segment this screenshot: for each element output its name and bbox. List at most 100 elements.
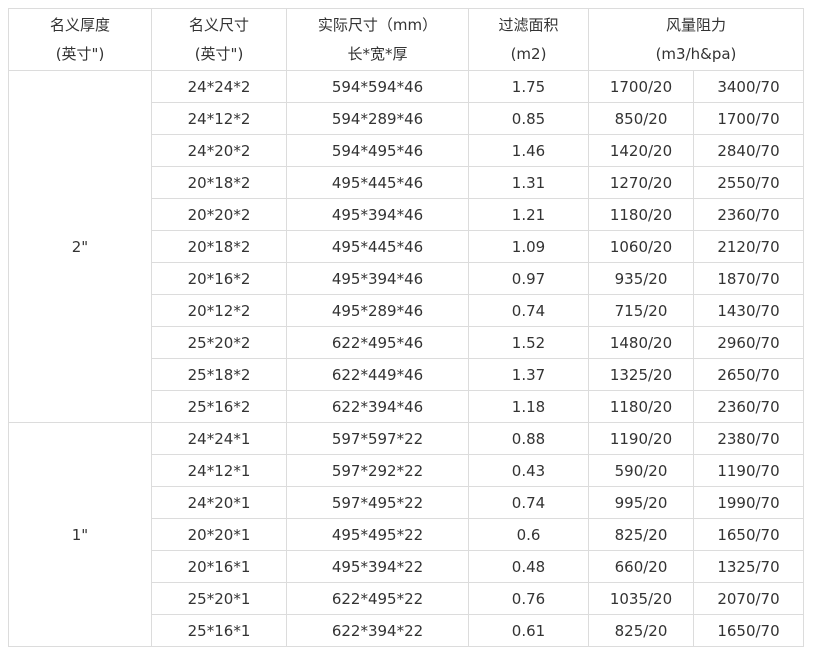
nominal-size-cell: 25*18*2 [151, 358, 287, 391]
table-row: 20*20*2 495*394*46 1.21 1180/20 2360/70 [9, 198, 804, 231]
table-row: 24*12*2 594*289*46 0.85 850/20 1700/70 [9, 102, 804, 135]
filter-area-cell: 0.74 [468, 486, 589, 519]
header-nominal-thickness: 名义厚度 (英寸") [8, 8, 152, 71]
airflow-70pa-cell: 1650/70 [693, 614, 804, 647]
airflow-20pa-cell: 1420/20 [588, 134, 694, 167]
table-row: 24*20*2 594*495*46 1.46 1420/20 2840/70 [9, 134, 804, 167]
nominal-size-cell: 25*20*2 [151, 326, 287, 359]
actual-size-cell: 622*495*22 [286, 582, 469, 615]
table-row: 20*16*1 495*394*22 0.48 660/20 1325/70 [9, 550, 804, 583]
airflow-20pa-cell: 590/20 [588, 454, 694, 487]
nominal-size-cell: 20*12*2 [151, 294, 287, 327]
thickness-group-cell: 1" [8, 422, 152, 647]
airflow-70pa-cell: 1325/70 [693, 550, 804, 583]
nominal-size-cell: 24*24*1 [151, 422, 287, 455]
nominal-size-cell: 25*20*1 [151, 582, 287, 615]
nominal-size-cell: 24*20*2 [151, 134, 287, 167]
actual-size-cell: 597*292*22 [286, 454, 469, 487]
filter-area-cell: 1.09 [468, 230, 589, 263]
airflow-70pa-cell: 1870/70 [693, 262, 804, 295]
actual-size-cell: 594*289*46 [286, 102, 469, 135]
airflow-20pa-cell: 1060/20 [588, 230, 694, 263]
thickness-group-cell: 2" [8, 70, 152, 423]
nominal-size-cell: 24*12*1 [151, 454, 287, 487]
airflow-20pa-cell: 1180/20 [588, 390, 694, 423]
airflow-70pa-cell: 2840/70 [693, 134, 804, 167]
filter-area-cell: 0.74 [468, 294, 589, 327]
airflow-70pa-cell: 1990/70 [693, 486, 804, 519]
airflow-70pa-cell: 2070/70 [693, 582, 804, 615]
table-row: 20*18*2 495*445*46 1.31 1270/20 2550/70 [9, 166, 804, 199]
filter-area-cell: 1.46 [468, 134, 589, 167]
table-row: 20*12*2 495*289*46 0.74 715/20 1430/70 [9, 294, 804, 327]
header-line: (m2) [510, 44, 547, 63]
table-row: 25*16*1 622*394*22 0.61 825/20 1650/70 [9, 614, 804, 647]
airflow-70pa-cell: 3400/70 [693, 70, 804, 103]
airflow-70pa-cell: 2550/70 [693, 166, 804, 199]
header-line: 长*宽*厚 [347, 44, 408, 63]
nominal-size-cell: 20*20*2 [151, 198, 287, 231]
nominal-size-cell: 20*18*2 [151, 230, 287, 263]
airflow-70pa-cell: 1190/70 [693, 454, 804, 487]
airflow-20pa-cell: 1325/20 [588, 358, 694, 391]
header-line: (英寸") [55, 44, 105, 63]
header-line: 风量阻力 [665, 15, 726, 34]
airflow-70pa-cell: 2360/70 [693, 198, 804, 231]
airflow-20pa-cell: 1180/20 [588, 198, 694, 231]
nominal-size-cell: 20*16*2 [151, 262, 287, 295]
filter-area-cell: 1.75 [468, 70, 589, 103]
actual-size-cell: 495*445*46 [286, 230, 469, 263]
header-filter-area: 过滤面积 (m2) [468, 8, 589, 71]
actual-size-cell: 597*495*22 [286, 486, 469, 519]
airflow-20pa-cell: 1270/20 [588, 166, 694, 199]
table-row: 20*20*1 495*495*22 0.6 825/20 1650/70 [9, 518, 804, 551]
table-row: 25*16*2 622*394*46 1.18 1180/20 2360/70 [9, 390, 804, 423]
nominal-size-cell: 24*20*1 [151, 486, 287, 519]
nominal-size-cell: 20*20*1 [151, 518, 287, 551]
actual-size-cell: 495*495*22 [286, 518, 469, 551]
airflow-20pa-cell: 850/20 [588, 102, 694, 135]
header-airflow-resistance: 风量阻力 (m3/h&pa) [588, 8, 804, 71]
actual-size-cell: 495*394*46 [286, 262, 469, 295]
table-row: 2" 24*24*2 594*594*46 1.75 1700/20 3400/70 [8, 70, 804, 423]
table-row: 25*20*2 622*495*46 1.52 1480/20 2960/70 [9, 326, 804, 359]
airflow-20pa-cell: 825/20 [588, 614, 694, 647]
table-row: 24*12*1 597*292*22 0.43 590/20 1190/70 [9, 454, 804, 487]
airflow-20pa-cell: 660/20 [588, 550, 694, 583]
header-line: (m3/h&pa) [655, 44, 737, 63]
actual-size-cell: 597*597*22 [286, 422, 469, 455]
table-row: 20*18*2 495*445*46 1.09 1060/20 2120/70 [9, 230, 804, 263]
airflow-20pa-cell: 825/20 [588, 518, 694, 551]
actual-size-cell: 622*449*46 [286, 358, 469, 391]
actual-size-cell: 622*495*46 [286, 326, 469, 359]
header-line: 名义厚度 [49, 15, 110, 34]
nominal-size-cell: 20*18*2 [151, 166, 287, 199]
airflow-20pa-cell: 1190/20 [588, 422, 694, 455]
filter-area-cell: 0.61 [468, 614, 589, 647]
airflow-70pa-cell: 1700/70 [693, 102, 804, 135]
airflow-20pa-cell: 935/20 [588, 262, 694, 295]
filter-area-cell: 0.6 [468, 518, 589, 551]
nominal-size-cell: 25*16*2 [151, 390, 287, 423]
filter-area-cell: 0.76 [468, 582, 589, 615]
filter-area-cell: 0.97 [468, 262, 589, 295]
airflow-20pa-cell: 995/20 [588, 486, 694, 519]
airflow-70pa-cell: 1430/70 [693, 294, 804, 327]
header-row: 名义厚度 (英寸") 名义尺寸 (英寸") 实际尺寸（mm） 长*宽*厚 过滤面… [8, 8, 804, 71]
filter-area-cell: 0.43 [468, 454, 589, 487]
table-row: 25*20*1 622*495*22 0.76 1035/20 2070/70 [9, 582, 804, 615]
filter-area-cell: 1.21 [468, 198, 589, 231]
header-line: 名义尺寸 [188, 15, 249, 34]
header-line: 过滤面积 [498, 15, 559, 34]
airflow-70pa-cell: 2650/70 [693, 358, 804, 391]
airflow-70pa-cell: 2120/70 [693, 230, 804, 263]
airflow-70pa-cell: 2380/70 [693, 422, 804, 455]
table-row: 24*20*1 597*495*22 0.74 995/20 1990/70 [9, 486, 804, 519]
table-row: 1" 24*24*1 597*597*22 0.88 1190/20 2380/70 [8, 422, 804, 647]
filter-area-cell: 1.18 [468, 390, 589, 423]
header-actual-size: 实际尺寸（mm） 长*宽*厚 [286, 8, 469, 71]
actual-size-cell: 495*394*22 [286, 550, 469, 583]
actual-size-cell: 495*289*46 [286, 294, 469, 327]
filter-area-cell: 0.85 [468, 102, 589, 135]
actual-size-cell: 495*394*46 [286, 198, 469, 231]
